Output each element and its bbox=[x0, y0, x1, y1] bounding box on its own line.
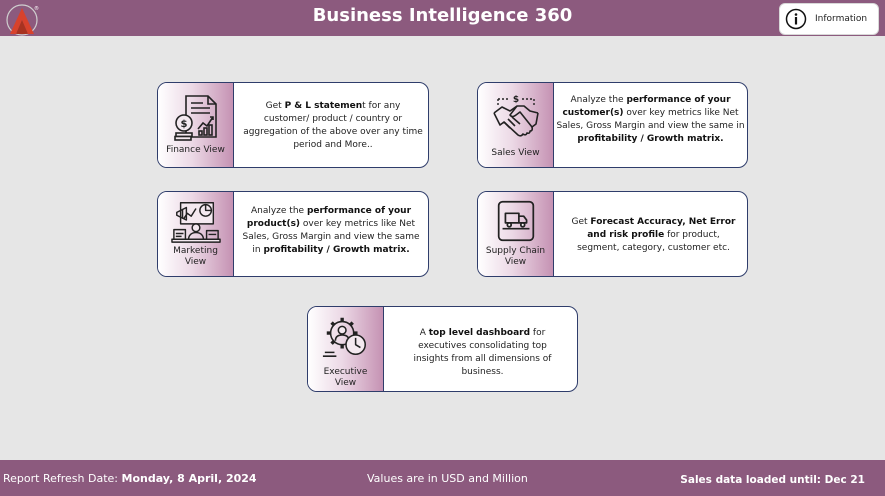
executive-view-description: A top level dashboard for executives con… bbox=[384, 307, 577, 391]
executive-view-card[interactable]: Executive View A top level dashboard for… bbox=[307, 306, 578, 392]
currency-note: Values are in USD and Million bbox=[367, 472, 528, 485]
finance-view-description: Get P & L statement for any customer/ pr… bbox=[234, 83, 428, 167]
sales-desc-text: Analyze the bbox=[570, 95, 627, 105]
executive-gear-clock-icon bbox=[322, 317, 366, 357]
executive-desc-highlight: top level dashboard bbox=[428, 328, 531, 338]
marketing-view-card[interactable]: Marketing View Analyze the performance o… bbox=[157, 191, 429, 277]
supply-chain-desc-text: Get bbox=[571, 217, 591, 227]
sales-view-icon-panel: $ Sales View bbox=[478, 83, 554, 167]
refresh-date-text: Report Refresh Date: Monday, 8 April, 20… bbox=[3, 472, 257, 485]
sales-desc-highlight-2: profitability / Growth matrix. bbox=[577, 134, 724, 144]
sales-view-description: Analyze the performance of your customer… bbox=[554, 83, 747, 167]
refresh-date-value: Monday, 8 April, 2024 bbox=[121, 472, 257, 485]
header-bar: ® Business Intelligence 360 Information bbox=[0, 0, 885, 36]
svg-text:$: $ bbox=[180, 119, 187, 130]
info-circle-icon bbox=[785, 8, 807, 30]
executive-desc-text-2: for executives consolidating top insight… bbox=[413, 328, 552, 377]
sales-data-loaded-note: Sales data loaded until: Dec 21 bbox=[680, 474, 865, 486]
finance-view-icon-panel: $ Finance View bbox=[158, 83, 234, 167]
supply-chain-view-card[interactable]: Supply Chain View Get Forecast Accuracy,… bbox=[477, 191, 748, 277]
executive-view-label: Executive View bbox=[323, 367, 368, 388]
supply-chain-view-description: Get Forecast Accuracy, Net Error and ris… bbox=[554, 192, 747, 276]
atliq-logo-icon: ® bbox=[6, 4, 39, 36]
finance-view-label: Finance View bbox=[166, 145, 225, 155]
marketing-desc-highlight-2: profitability / Growth matrix. bbox=[263, 245, 410, 255]
sales-desc-text-2: over key metrics like Net Sales, Gross M… bbox=[556, 108, 745, 131]
finance-desc-text: Get bbox=[265, 101, 285, 111]
marketing-view-icon-panel: Marketing View bbox=[158, 192, 234, 276]
supply-chain-view-label: Supply Chain View bbox=[485, 246, 546, 267]
marketing-view-label: Marketing View bbox=[173, 246, 218, 267]
executive-desc-text: A bbox=[419, 328, 429, 338]
executive-view-icon-panel: Executive View bbox=[308, 307, 384, 391]
svg-text:®: ® bbox=[34, 5, 39, 12]
sales-view-label: Sales View bbox=[491, 148, 540, 158]
marketing-desc-text-2: over key metrics like Net Sales, Gross M… bbox=[242, 219, 420, 255]
supply-chain-view-icon-panel: Supply Chain View bbox=[478, 192, 554, 276]
marketing-desc-text: Analyze the bbox=[250, 206, 307, 216]
sales-desc-highlight: performance of your customer(s) bbox=[562, 95, 731, 118]
information-label: Information bbox=[815, 14, 868, 24]
supply-chain-desc-highlight: Forecast Accuracy, Net Error and risk pr… bbox=[587, 217, 736, 240]
svg-text:$: $ bbox=[512, 95, 518, 105]
finance-report-icon: $ bbox=[173, 95, 217, 141]
delivery-truck-icon bbox=[497, 200, 534, 242]
footer-bar: Report Refresh Date: Monday, 8 April, 20… bbox=[0, 460, 885, 496]
sales-view-card[interactable]: $ Sales View Analyze the performance of … bbox=[477, 82, 748, 168]
app-title: Business Intelligence 360 bbox=[312, 5, 573, 26]
handshake-icon: $ bbox=[492, 95, 539, 137]
information-button[interactable]: Information bbox=[779, 3, 879, 35]
supply-chain-desc-text-2: for product, segment, category, customer… bbox=[577, 230, 730, 253]
sales-data-loaded-value: Sales data loaded until: Dec 21 bbox=[680, 474, 865, 486]
finance-desc-text-2: t for any customer/ product / country or… bbox=[243, 101, 423, 150]
marketing-view-description: Analyze the performance of your product(… bbox=[234, 192, 428, 276]
refresh-date-label: Report Refresh Date: bbox=[3, 472, 122, 485]
finance-desc-highlight: P & L statemen bbox=[284, 101, 363, 111]
marketing-desc-highlight: performance of your product(s) bbox=[246, 206, 412, 229]
finance-view-card[interactable]: $ Finance View Get P & L statement for a… bbox=[157, 82, 429, 168]
marketing-board-icon bbox=[170, 202, 221, 243]
